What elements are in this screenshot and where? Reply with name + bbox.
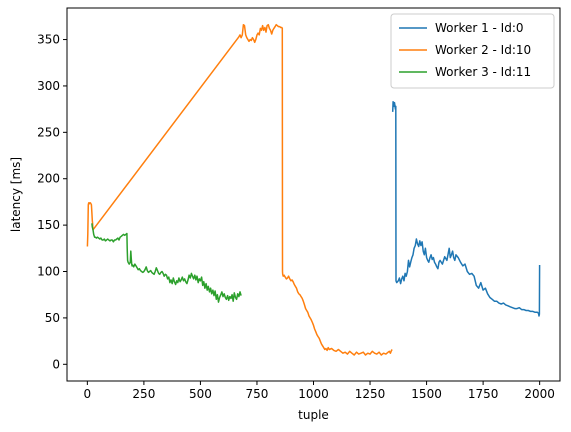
- y-tick-label: 50: [45, 311, 60, 325]
- y-axis-ticks: 0 50 100 150 200 250 300 350: [37, 33, 67, 371]
- legend-label-3: Worker 3 - Id:11: [435, 65, 531, 79]
- y-tick-label: 350: [37, 33, 60, 47]
- y-tick-label: 250: [37, 125, 60, 139]
- x-tick-label: 1500: [411, 387, 442, 401]
- x-tick-label: 2000: [524, 387, 555, 401]
- series-line-2: [86, 23, 393, 356]
- legend: Worker 1 - Id:0 Worker 2 - Id:10 Worker 3 …: [390, 13, 555, 89]
- legend-box: [390, 13, 555, 89]
- y-tick-label: 200: [37, 172, 60, 186]
- x-tick-label: 1750: [468, 387, 499, 401]
- y-tick-label: 300: [37, 79, 60, 93]
- x-tick-label: 0: [84, 387, 92, 401]
- series-line-1: [391, 100, 541, 317]
- legend-label-1: Worker 1 - Id:0: [435, 21, 524, 35]
- legend-label-2: Worker 2 - Id:10: [435, 43, 531, 57]
- plot-lines: [86, 23, 541, 356]
- y-axis-label: latency [ms]: [9, 157, 23, 232]
- x-tick-label: 1000: [298, 387, 329, 401]
- y-tick-label: 0: [52, 357, 60, 371]
- series-line-3: [91, 223, 242, 303]
- x-axis-ticks: 0 250 500 750 1000 1250 1500 1750 2000: [84, 381, 555, 401]
- y-tick-label: 100: [37, 265, 60, 279]
- x-tick-label: 500: [189, 387, 212, 401]
- x-tick-label: 250: [132, 387, 155, 401]
- y-tick-label: 150: [37, 218, 60, 232]
- x-tick-label: 750: [246, 387, 269, 401]
- x-axis-label: tuple: [298, 408, 329, 422]
- x-tick-label: 1250: [355, 387, 386, 401]
